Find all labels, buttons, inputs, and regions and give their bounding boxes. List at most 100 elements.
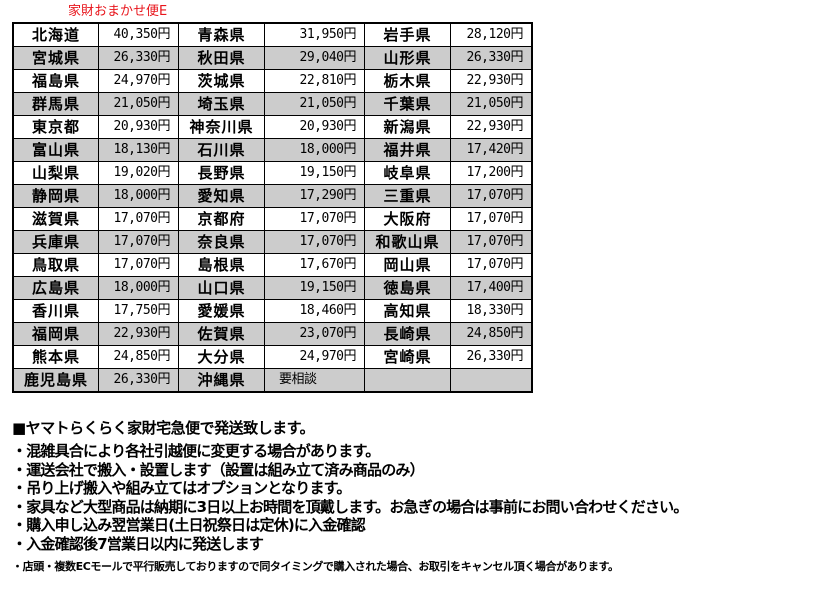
price-cell: 19,020円 xyxy=(98,161,179,185)
shipping-rate-table: 北海道 40,350円 青森県 31,950円 岩手県 28,120円 宮城県 26,330円… xyxy=(12,22,533,393)
prefecture-cell: 京都府 xyxy=(178,207,265,231)
prefecture-cell xyxy=(364,368,451,393)
price-cell: 18,330円 xyxy=(450,299,533,323)
price-cell: 18,000円 xyxy=(264,138,365,162)
price-cell: 18,000円 xyxy=(98,184,179,208)
price-cell: 31,950円 xyxy=(264,22,365,47)
prefecture-cell: 神奈川県 xyxy=(178,115,265,139)
prefecture-cell: 岩手県 xyxy=(364,22,451,47)
prefecture-cell: 山梨県 xyxy=(12,161,99,185)
price-cell: 21,050円 xyxy=(98,92,179,116)
price-cell: 18,130円 xyxy=(98,138,179,162)
table-row: 香川県 17,750円 愛媛県 18,460円 高知県 18,330円 xyxy=(12,299,533,323)
prefecture-cell: 島根県 xyxy=(178,253,265,277)
note-line: ・購入申し込み翌営業日(土日祝祭日は定休)に入金確認 xyxy=(12,516,366,535)
prefecture-cell: 大阪府 xyxy=(364,207,451,231)
price-cell: 20,930円 xyxy=(264,115,365,139)
table-row: 静岡県 18,000円 愛知県 17,290円 三重県 17,070円 xyxy=(12,184,533,208)
price-cell: 17,070円 xyxy=(450,253,533,277)
prefecture-cell: 新潟県 xyxy=(364,115,451,139)
price-cell: 40,350円 xyxy=(98,22,179,47)
table-row: 宮城県 26,330円 秋田県 29,040円 山形県 26,330円 xyxy=(12,46,533,70)
price-cell: 22,810円 xyxy=(264,69,365,93)
table-row: 福島県 24,970円 茨城県 22,810円 栃木県 22,930円 xyxy=(12,69,533,93)
prefecture-cell: 和歌山県 xyxy=(364,230,451,254)
price-cell: 17,400円 xyxy=(450,276,533,300)
price-cell: 22,930円 xyxy=(450,69,533,93)
prefecture-cell: 徳島県 xyxy=(364,276,451,300)
price-cell: 24,970円 xyxy=(264,345,365,369)
prefecture-cell: 鹿児島県 xyxy=(12,368,99,393)
table-row: 滋賀県 17,070円 京都府 17,070円 大阪府 17,070円 xyxy=(12,207,533,231)
table-row: 富山県 18,130円 石川県 18,000円 福井県 17,420円 xyxy=(12,138,533,162)
prefecture-cell: 福井県 xyxy=(364,138,451,162)
note-small: ・店頭・複数ECモールで平行販売しておりますので同タイミングで購入された場合、お… xyxy=(12,559,619,573)
price-cell: 26,330円 xyxy=(450,46,533,70)
table-row: 兵庫県 17,070円 奈良県 17,070円 和歌山県 17,070円 xyxy=(12,230,533,254)
prefecture-cell: 大分県 xyxy=(178,345,265,369)
table-row: 広島県 18,000円 山口県 19,150円 徳島県 17,400円 xyxy=(12,276,533,300)
price-cell: 29,040円 xyxy=(264,46,365,70)
prefecture-cell: 石川県 xyxy=(178,138,265,162)
note-line: ・吊り上げ搬入や組み立てはオプションとなります。 xyxy=(12,479,351,498)
prefecture-cell: 広島県 xyxy=(12,276,99,300)
price-cell: 22,930円 xyxy=(98,322,179,346)
price-cell: 26,330円 xyxy=(450,345,533,369)
note-line: ・混雑具合により各社引越便に変更する場合があります。 xyxy=(12,442,380,460)
price-cell: 26,330円 xyxy=(98,46,179,70)
price-cell: 18,460円 xyxy=(264,299,365,323)
price-cell: 17,070円 xyxy=(450,184,533,208)
price-cell xyxy=(450,368,533,393)
price-cell: 17,420円 xyxy=(450,138,533,162)
price-cell: 要相談 xyxy=(264,368,365,393)
table-row: 北海道 40,350円 青森県 31,950円 岩手県 28,120円 xyxy=(12,22,533,47)
prefecture-cell: 兵庫県 xyxy=(12,230,99,254)
price-cell: 24,970円 xyxy=(98,69,179,93)
prefecture-cell: 奈良県 xyxy=(178,230,265,254)
table-row: 山梨県 19,020円 長野県 19,150円 岐阜県 17,200円 xyxy=(12,161,533,185)
price-cell: 26,330円 xyxy=(98,368,179,393)
price-cell: 17,070円 xyxy=(98,230,179,254)
prefecture-cell: 山形県 xyxy=(364,46,451,70)
prefecture-cell: 愛媛県 xyxy=(178,299,265,323)
price-cell: 19,150円 xyxy=(264,276,365,300)
prefecture-cell: 沖縄県 xyxy=(178,368,265,393)
price-cell: 17,070円 xyxy=(264,207,365,231)
prefecture-cell: 静岡県 xyxy=(12,184,99,208)
prefecture-cell: 秋田県 xyxy=(178,46,265,70)
table-row: 群馬県 21,050円 埼玉県 21,050円 千葉県 21,050円 xyxy=(12,92,533,116)
price-cell: 22,930円 xyxy=(450,115,533,139)
table-row: 熊本県 24,850円 大分県 24,970円 宮崎県 26,330円 xyxy=(12,345,533,369)
price-cell: 17,070円 xyxy=(98,207,179,231)
prefecture-cell: 三重県 xyxy=(364,184,451,208)
prefecture-cell: 長崎県 xyxy=(364,322,451,346)
prefecture-cell: 千葉県 xyxy=(364,92,451,116)
price-cell: 17,670円 xyxy=(264,253,365,277)
price-cell: 20,930円 xyxy=(98,115,179,139)
prefecture-cell: 佐賀県 xyxy=(178,322,265,346)
prefecture-cell: 山口県 xyxy=(178,276,265,300)
price-cell: 23,070円 xyxy=(264,322,365,346)
price-cell: 17,070円 xyxy=(450,230,533,254)
shipping-notes: ■ヤマトらくらく家財宅急便で発送致します。 ・混雑具合により各社引越便に変更する… xyxy=(12,418,688,574)
plan-title: 家財おまかせ便E xyxy=(68,4,168,19)
prefecture-cell: 香川県 xyxy=(12,299,99,323)
prefecture-cell: 滋賀県 xyxy=(12,207,99,231)
price-cell: 17,070円 xyxy=(98,253,179,277)
price-cell: 17,200円 xyxy=(450,161,533,185)
table-row: 鳥取県 17,070円 島根県 17,670円 岡山県 17,070円 xyxy=(12,253,533,277)
table-row: 福岡県 22,930円 佐賀県 23,070円 長崎県 24,850円 xyxy=(12,322,533,346)
prefecture-cell: 北海道 xyxy=(12,22,99,47)
price-cell: 28,120円 xyxy=(450,22,533,47)
prefecture-cell: 岐阜県 xyxy=(364,161,451,185)
prefecture-cell: 岡山県 xyxy=(364,253,451,277)
price-cell: 17,070円 xyxy=(264,230,365,254)
prefecture-cell: 鳥取県 xyxy=(12,253,99,277)
price-cell: 24,850円 xyxy=(450,322,533,346)
price-cell: 17,290円 xyxy=(264,184,365,208)
note-line: ・家具など大型商品は納期に3日以上お時間を頂戴します。お急ぎの場合は事前にお問い… xyxy=(12,497,688,516)
price-cell: 24,850円 xyxy=(98,345,179,369)
prefecture-cell: 青森県 xyxy=(178,22,265,47)
prefecture-cell: 長野県 xyxy=(178,161,265,185)
prefecture-cell: 熊本県 xyxy=(12,345,99,369)
